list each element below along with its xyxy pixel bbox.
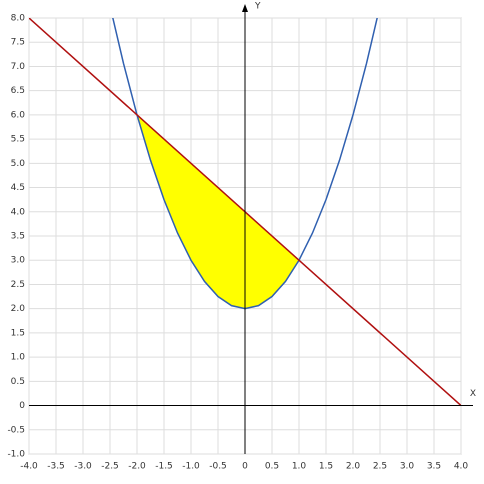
y-tick-label: 6.0 [11,110,26,120]
y-tick-label: 3.5 [11,232,25,242]
y-tick-label: 7.5 [11,38,25,48]
x-tick-label: -2.0 [128,462,146,472]
y-tick-label: 3.0 [11,256,26,266]
x-tick-label: 0.5 [265,462,279,472]
y-tick-label: 0.5 [11,377,25,387]
y-tick-label: 7.0 [11,62,26,72]
x-tick-label: 3.5 [427,462,441,472]
y-tick-label: 6.5 [11,86,25,96]
y-tick-label: 2.0 [11,304,26,314]
shaded-area [137,114,299,309]
y-tick-label: -1.0 [7,450,25,460]
x-tick-label: -4.0 [20,462,38,472]
x-tick-label: 2.0 [346,462,361,472]
x-tick-label: 1.0 [292,462,307,472]
x-tick-label: 4.0 [454,462,469,472]
x-tick-label: -3.5 [47,462,65,472]
y-tick-label: -0.5 [7,425,25,435]
y-tick-label: 5.5 [11,135,25,145]
y-tick-label: 8.0 [11,14,26,24]
y-tick-label: 0 [19,401,25,411]
y-axis-title: Y [254,2,261,12]
y-tick-label: 4.0 [11,207,26,217]
y-axis-arrow [242,4,248,12]
x-tick-label: 3.0 [400,462,415,472]
y-tick-label: 2.5 [11,280,25,290]
x-tick-label: -3.0 [74,462,92,472]
x-tick-label: 0 [242,462,248,472]
y-tick-label: 5.0 [11,159,26,169]
x-tick-label: -1.0 [182,462,200,472]
x-tick-label: 1.5 [319,462,333,472]
x-tick-label: -0.5 [209,462,227,472]
x-tick-label: 2.5 [373,462,387,472]
y-tick-label: 1.0 [11,353,26,363]
y-tick-label: 1.5 [11,328,25,338]
x-tick-label: -1.5 [155,462,173,472]
x-axis-title: X [470,389,476,399]
y-tick-label: 4.5 [11,183,25,193]
x-tick-label: -2.5 [101,462,119,472]
